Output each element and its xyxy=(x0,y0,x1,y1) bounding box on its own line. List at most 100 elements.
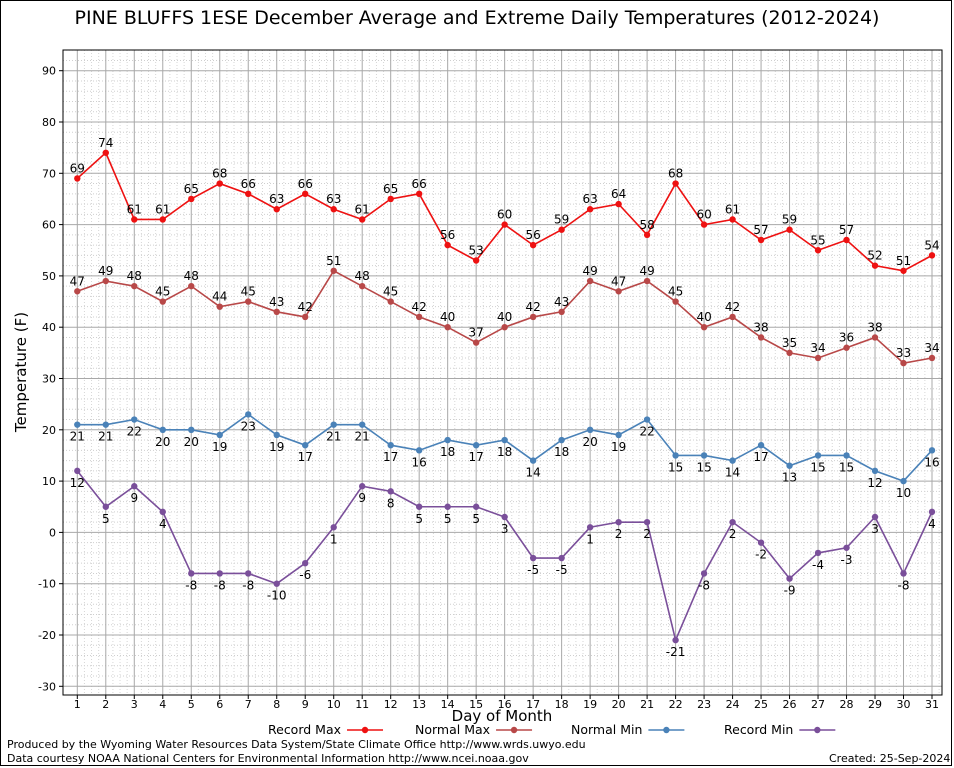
record-min-point xyxy=(74,467,81,475)
record-max-data-label: 61 xyxy=(155,202,170,216)
normal-min-point xyxy=(359,421,366,428)
normal-max-data-label: 42 xyxy=(412,300,427,314)
normal-max-data-label: 38 xyxy=(753,320,768,334)
record-min-data-label: -6 xyxy=(299,568,311,582)
normal-min-data-label: 15 xyxy=(668,460,683,474)
normal-max-data-label: 45 xyxy=(383,285,398,299)
normal-min-data-label: 21 xyxy=(355,430,370,444)
record-min-data-label: -8 xyxy=(242,578,254,592)
x-tick-label: 19 xyxy=(583,698,597,711)
normal-max-point xyxy=(700,324,708,331)
record-max-point xyxy=(928,252,936,259)
x-tick-label: 11 xyxy=(355,698,369,711)
record-min-data-label: 5 xyxy=(444,512,452,526)
record-min-point xyxy=(928,508,936,516)
record-max-point xyxy=(472,257,480,264)
normal-min-point xyxy=(102,421,109,428)
record-max-data-label: 54 xyxy=(924,238,939,252)
y-tick-label: 10 xyxy=(42,475,56,488)
record-min-point xyxy=(102,503,109,510)
record-max-data-label: 55 xyxy=(810,233,825,247)
normal-max-point xyxy=(814,354,822,362)
x-tick-label: 29 xyxy=(868,698,882,711)
record-min-point xyxy=(814,549,822,557)
record-max-point xyxy=(900,267,907,274)
record-min-point xyxy=(188,570,195,577)
normal-max-data-label: 40 xyxy=(440,310,455,324)
normal-min-point xyxy=(672,452,679,459)
normal-max-point xyxy=(786,349,793,357)
normal-min-data-label: 12 xyxy=(867,476,882,490)
record-max-point xyxy=(786,226,793,233)
record-max-point xyxy=(302,190,309,198)
x-tick-label: 24 xyxy=(726,698,740,711)
normal-max-point xyxy=(672,298,679,305)
record-min-data-label: -8 xyxy=(898,578,910,592)
normal-max-data-label: 49 xyxy=(582,264,597,278)
x-tick-label: 18 xyxy=(555,698,569,711)
normal-max-data-label: 42 xyxy=(525,300,540,314)
record-min-point xyxy=(729,518,736,526)
record-max-data-label: 66 xyxy=(298,177,313,191)
normal-min-data-label: 21 xyxy=(70,430,85,444)
record-max-data-label: 66 xyxy=(241,177,256,191)
record-max-point xyxy=(529,241,537,249)
normal-min-data-label: 19 xyxy=(611,440,626,454)
record-max-point xyxy=(245,190,252,198)
record-max-data-label: 69 xyxy=(70,161,85,175)
normal-min-data-label: 16 xyxy=(924,455,939,469)
normal-min-data-label: 22 xyxy=(639,425,654,439)
record-min-point xyxy=(900,570,907,577)
record-min-point xyxy=(700,570,708,577)
record-min-point xyxy=(131,483,138,490)
normal-min-data-label: 22 xyxy=(127,425,142,439)
normal-max-data-label: 49 xyxy=(639,264,654,278)
record-max-point xyxy=(814,247,822,254)
record-max-point xyxy=(757,236,765,244)
record-max-data-label: 57 xyxy=(839,223,854,237)
record-max-point xyxy=(330,206,337,213)
x-tick-label: 3 xyxy=(131,698,138,711)
normal-min-data-label: 10 xyxy=(896,486,911,500)
record-max-point xyxy=(102,149,109,156)
record-max-point xyxy=(700,221,708,228)
record-min-data-label: -21 xyxy=(666,645,686,659)
record-min-point xyxy=(245,570,252,577)
record-min-data-label: -3 xyxy=(841,553,853,567)
normal-min-point xyxy=(302,441,309,449)
normal-max-data-label: 40 xyxy=(497,310,512,324)
record-max-data-label: 56 xyxy=(440,228,455,242)
x-axis-label: Day of Month xyxy=(452,707,553,725)
normal-min-point xyxy=(871,467,879,475)
normal-max-data-label: 45 xyxy=(241,285,256,299)
normal-min-point xyxy=(472,441,480,449)
record-min-data-label: 8 xyxy=(387,496,395,510)
normal-min-data-label: 14 xyxy=(525,466,540,480)
record-max-data-label: 65 xyxy=(383,182,398,196)
normal-min-point xyxy=(757,441,765,449)
record-max-data-label: 51 xyxy=(896,254,911,268)
normal-max-data-label: 35 xyxy=(782,336,797,350)
x-tick-label: 25 xyxy=(754,698,768,711)
normal-min-data-label: 19 xyxy=(269,440,284,454)
record-min-data-label: -2 xyxy=(755,548,767,562)
record-min-point xyxy=(871,513,879,521)
normal-min-data-label: 23 xyxy=(241,419,256,433)
normal-max-point xyxy=(729,313,736,321)
legend-marker-normal-min xyxy=(663,726,670,734)
normal-max-point xyxy=(643,277,651,285)
normal-max-data-label: 51 xyxy=(326,254,341,268)
x-tick-label: 31 xyxy=(925,698,939,711)
x-tick-label: 2 xyxy=(102,698,109,711)
record-min-point xyxy=(330,524,337,531)
record-min-data-label: -4 xyxy=(812,558,824,572)
normal-max-point xyxy=(501,324,508,331)
normal-min-point xyxy=(615,431,622,439)
x-tick-label: 26 xyxy=(783,698,797,711)
normal-min-data-label: 21 xyxy=(326,430,341,444)
normal-min-data-label: 15 xyxy=(810,460,825,474)
record-max-data-label: 65 xyxy=(184,182,199,196)
normal-min-data-label: 15 xyxy=(839,460,854,474)
y-tick-label: -20 xyxy=(38,629,56,642)
